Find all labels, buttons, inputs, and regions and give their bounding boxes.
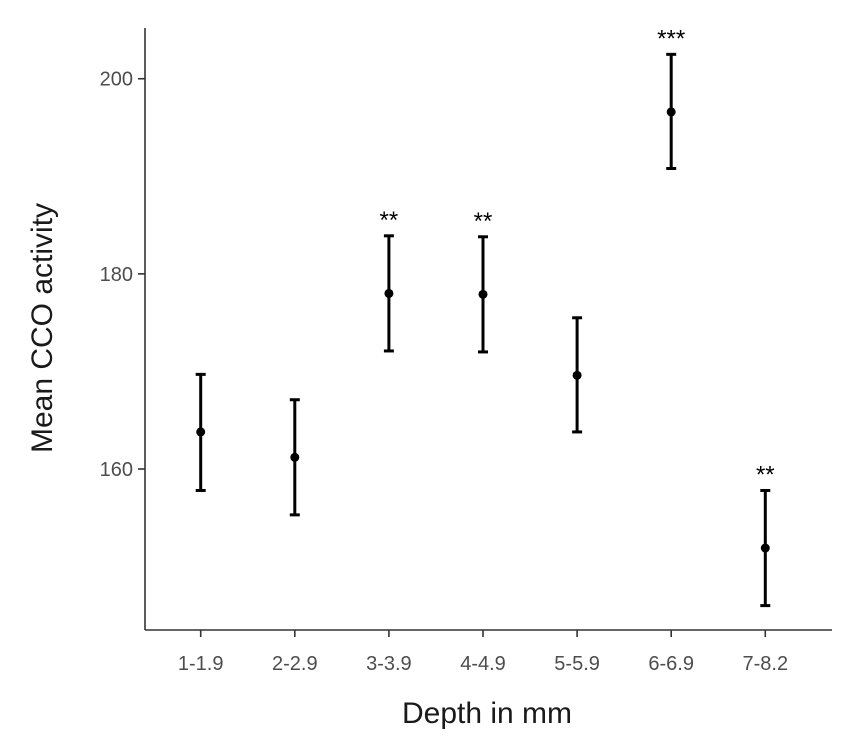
x-tick-label: 6-6.9 xyxy=(648,653,694,675)
data-marks: ** ******* xyxy=(195,25,775,608)
significance-label: ** xyxy=(756,461,775,488)
x-tick-label: 7-8.2 xyxy=(743,653,789,675)
y-tick-label: 180 xyxy=(100,264,133,286)
error-bar-group xyxy=(572,316,583,434)
mean-point xyxy=(760,543,770,553)
mean-point xyxy=(478,289,488,299)
x-tick-label: 4-4.9 xyxy=(460,653,506,675)
error-bar-group: ** xyxy=(380,207,399,353)
x-tick-label: 5-5.9 xyxy=(554,653,600,675)
x-axis-title: Depth in mm xyxy=(402,697,572,730)
y-tick-label: 200 xyxy=(100,69,133,91)
error-bar-group xyxy=(289,398,300,517)
error-bar-group: ** xyxy=(474,208,493,354)
error-bar-group: *** xyxy=(657,25,685,170)
x-tick-label: 1-1.9 xyxy=(178,653,224,675)
significance-label: ** xyxy=(380,207,399,234)
axes: 160 180 200 1-1.9 2-2.9 3-3.9 4-4.9 5-5.9 6-6.9 7… xyxy=(100,28,832,675)
error-bar-group xyxy=(195,372,206,492)
x-tick-label: 3-3.9 xyxy=(366,653,412,675)
mean-point xyxy=(572,370,582,380)
mean-point xyxy=(196,427,206,437)
x-tick-label: 2-2.9 xyxy=(272,653,318,675)
mean-point xyxy=(384,288,394,298)
mean-point xyxy=(666,107,676,117)
error-bar-group: ** xyxy=(756,461,775,608)
significance-label: *** xyxy=(657,25,685,52)
significance-label: ** xyxy=(474,208,493,235)
y-axis-title: Mean CCO activity xyxy=(26,203,59,453)
mean-point xyxy=(290,452,300,462)
y-tick-label: 160 xyxy=(100,459,133,481)
